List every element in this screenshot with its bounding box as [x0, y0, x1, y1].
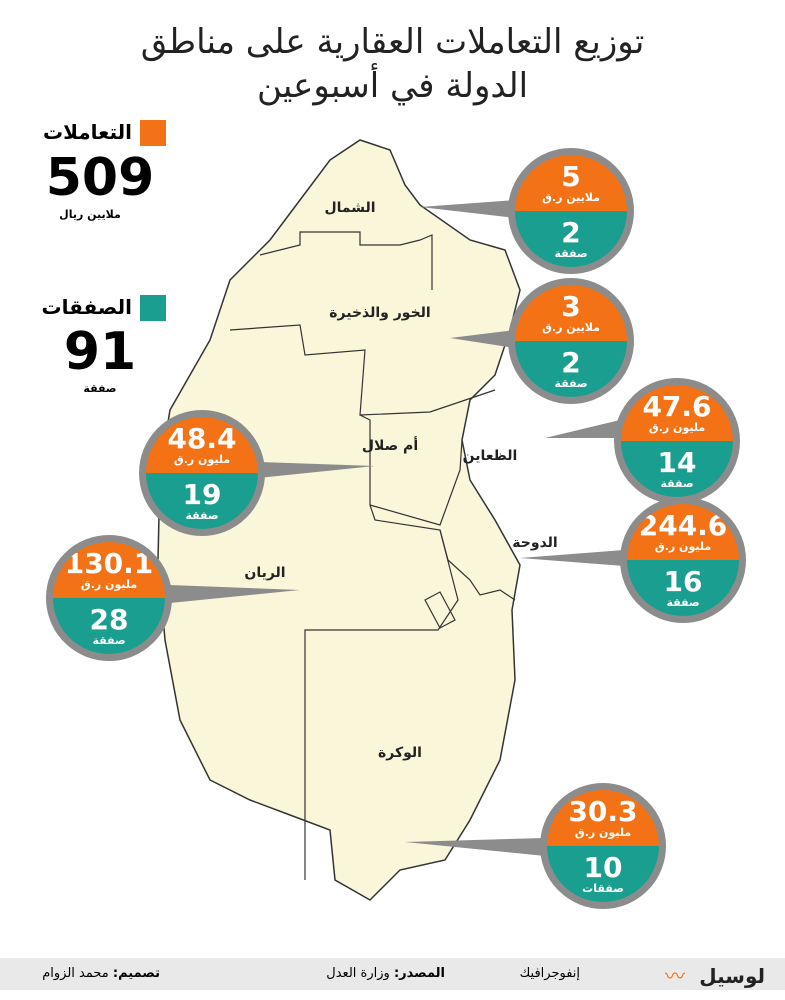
value: 48.4 [167, 421, 237, 455]
region-name: الخور والذخيرة [329, 305, 431, 321]
value: 130.1 [64, 546, 154, 580]
value-half: 3 ملايين ر.ق [515, 285, 627, 341]
value-unit: ملايين ر.ق [542, 320, 600, 334]
region-name: الريان [244, 565, 286, 581]
value: 47.6 [642, 389, 712, 423]
region-borders [229, 231, 516, 880]
region-name: الوكرة [378, 745, 422, 761]
region-name: أم صلال [361, 438, 419, 454]
footer: لوسيل 〰 إنفوجرافيك المصدر: وزارة العدل ت… [0, 958, 785, 990]
legend-unit: صفقة [83, 382, 117, 395]
legend-label: التعاملات [43, 120, 132, 144]
deals: 28 [89, 602, 129, 636]
brand-mark: 〰 [665, 964, 685, 988]
pointers [170, 200, 624, 856]
designer: محمد الزوام [42, 966, 109, 981]
value: 30.3 [568, 794, 638, 828]
value-half: 130.1 مليون ر.ق [53, 542, 165, 598]
value-half: 30.3 مليون ر.ق [547, 790, 659, 846]
legend-swatch [140, 120, 166, 146]
legend-value: 509 [45, 148, 155, 208]
deals-half: 28 صفقة [53, 598, 165, 654]
value-half: 48.4 مليون ر.ق [146, 417, 258, 473]
deals-half: 14 صفقة [621, 441, 733, 497]
deals: 2 [561, 345, 581, 379]
deals-half: 2 صفقة [515, 211, 627, 267]
deals: 10 [583, 850, 623, 884]
value-unit: مليون ر.ق [173, 452, 231, 466]
region-name: الشمال [324, 200, 376, 216]
title-line: الدولة في أسبوعين [256, 66, 529, 106]
value-unit: ملايين ر.ق [542, 190, 600, 204]
deals-unit: صفقات [582, 881, 624, 895]
kind: إنفوجرافيك [519, 966, 580, 981]
deals-unit: صفقة [92, 633, 126, 647]
value-half: 5 ملايين ر.ق [515, 155, 627, 211]
region-bubble: 47.6 مليون ر.ق 14 صفقة [614, 378, 740, 504]
map [157, 139, 624, 901]
source-name: وزارة العدل [326, 966, 390, 981]
value-unit: مليون ر.ق [80, 577, 138, 591]
region-bubble: 130.1 مليون ر.ق 28 صفقة [46, 535, 172, 661]
deals: 2 [561, 215, 581, 249]
deals-unit: صفقة [185, 508, 219, 522]
design-label: تصميم: [112, 966, 160, 981]
deals-half: 19 صفقة [146, 473, 258, 529]
brand: لوسيل [699, 964, 765, 988]
legend-value: 91 [63, 322, 137, 382]
source-label: المصدر: [393, 966, 445, 981]
region-bubble: 244.6 مليون ر.ق 16 صفقة [620, 497, 746, 623]
legend-unit: ملايين ريال [59, 208, 121, 221]
value-unit: مليون ر.ق [654, 539, 712, 553]
value-unit: مليون ر.ق [648, 420, 706, 434]
deals-unit: صفقة [554, 246, 588, 260]
deals-half: 2 صفقة [515, 341, 627, 397]
region-name: الظعاين [462, 448, 518, 464]
region-bubble: 3 ملايين ر.ق 2 صفقة [508, 278, 634, 404]
value: 244.6 [638, 508, 728, 542]
deals: 14 [657, 445, 697, 479]
value: 5 [561, 159, 581, 193]
legend-label: الصفقات [41, 295, 132, 319]
value-half: 47.6 مليون ر.ق [621, 385, 733, 441]
deals-unit: صفقة [666, 595, 700, 609]
deals-unit: صفقة [554, 376, 588, 390]
design: تصميم: محمد الزوام [42, 966, 160, 981]
deals-unit: صفقة [660, 476, 694, 490]
region-bubble: 48.4 مليون ر.ق 19 صفقة [139, 410, 265, 536]
region-name: الدوحة [512, 535, 558, 551]
region-bubble: 30.3 مليون ر.ق 10 صفقات [540, 783, 666, 909]
title-line: توزيع التعاملات العقارية على مناطق [140, 22, 645, 62]
region-bubble: 5 ملايين ر.ق 2 صفقة [508, 148, 634, 274]
source: المصدر: وزارة العدل [326, 966, 445, 981]
deals-half: 16 صفقة [627, 560, 739, 616]
value-unit: مليون ر.ق [574, 825, 632, 839]
deals: 19 [182, 477, 222, 511]
value-half: 244.6 مليون ر.ق [627, 504, 739, 560]
deals-half: 10 صفقات [547, 846, 659, 902]
legend-swatch [140, 295, 166, 321]
value: 3 [561, 289, 581, 323]
deals: 16 [663, 564, 703, 598]
